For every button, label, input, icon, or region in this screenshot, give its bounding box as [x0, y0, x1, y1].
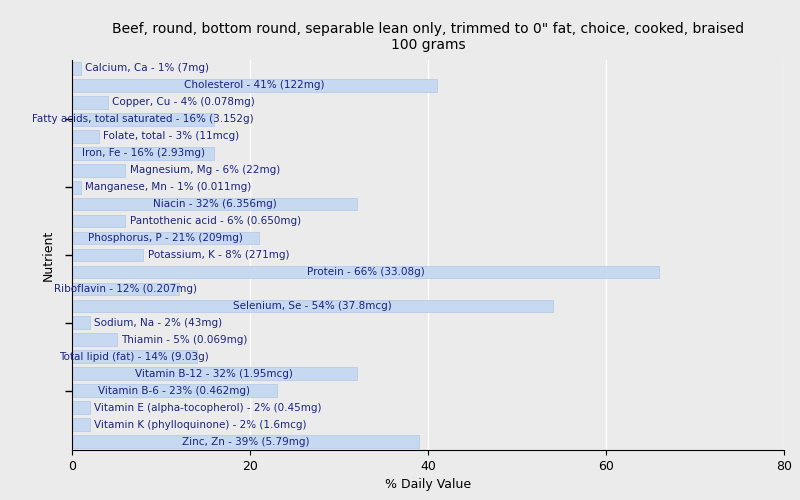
Bar: [72, 300, 553, 312]
Bar: [72, 266, 659, 278]
Text: Sodium, Na - 2% (43mg): Sodium, Na - 2% (43mg): [94, 318, 222, 328]
Y-axis label: Nutrient: Nutrient: [42, 230, 54, 280]
Text: Cholesterol - 41% (122mg): Cholesterol - 41% (122mg): [184, 80, 325, 90]
Text: Vitamin B-6 - 23% (0.462mg): Vitamin B-6 - 23% (0.462mg): [98, 386, 250, 396]
Text: Potassium, K - 8% (271mg): Potassium, K - 8% (271mg): [148, 250, 289, 260]
Text: Zinc, Zn - 39% (5.79mg): Zinc, Zn - 39% (5.79mg): [182, 436, 310, 446]
Text: Magnesium, Mg - 6% (22mg): Magnesium, Mg - 6% (22mg): [130, 165, 280, 175]
Text: Vitamin K (phylloquinone) - 2% (1.6mcg): Vitamin K (phylloquinone) - 2% (1.6mcg): [94, 420, 306, 430]
Bar: [72, 130, 98, 142]
Text: Phosphorus, P - 21% (209mg): Phosphorus, P - 21% (209mg): [88, 233, 243, 243]
Bar: [72, 214, 126, 228]
Bar: [72, 368, 357, 380]
Bar: [72, 164, 126, 176]
Text: Niacin - 32% (6.356mg): Niacin - 32% (6.356mg): [153, 199, 276, 209]
Text: Total lipid (fat) - 14% (9.03g): Total lipid (fat) - 14% (9.03g): [59, 352, 209, 362]
Text: Vitamin B-12 - 32% (1.95mcg): Vitamin B-12 - 32% (1.95mcg): [135, 368, 294, 378]
Bar: [72, 384, 277, 397]
Bar: [72, 96, 107, 109]
Text: Copper, Cu - 4% (0.078mg): Copper, Cu - 4% (0.078mg): [112, 98, 254, 108]
Bar: [72, 198, 357, 210]
Bar: [72, 282, 179, 296]
Text: Riboflavin - 12% (0.207mg): Riboflavin - 12% (0.207mg): [54, 284, 197, 294]
Bar: [72, 62, 81, 75]
Bar: [72, 79, 437, 92]
X-axis label: % Daily Value: % Daily Value: [385, 478, 471, 492]
Title: Beef, round, bottom round, separable lean only, trimmed to 0" fat, choice, cooke: Beef, round, bottom round, separable lea…: [112, 22, 744, 52]
Text: Selenium, Se - 54% (37.8mcg): Selenium, Se - 54% (37.8mcg): [233, 301, 392, 311]
Bar: [72, 418, 90, 431]
Text: Iron, Fe - 16% (2.93mg): Iron, Fe - 16% (2.93mg): [82, 148, 205, 158]
Text: Protein - 66% (33.08g): Protein - 66% (33.08g): [307, 267, 425, 277]
Text: Calcium, Ca - 1% (7mg): Calcium, Ca - 1% (7mg): [86, 64, 210, 74]
Text: Manganese, Mn - 1% (0.011mg): Manganese, Mn - 1% (0.011mg): [86, 182, 251, 192]
Bar: [72, 350, 197, 363]
Bar: [72, 147, 214, 160]
Text: Thiamin - 5% (0.069mg): Thiamin - 5% (0.069mg): [121, 335, 247, 345]
Bar: [72, 248, 143, 262]
Text: Vitamin E (alpha-tocopherol) - 2% (0.45mg): Vitamin E (alpha-tocopherol) - 2% (0.45m…: [94, 402, 322, 412]
Bar: [72, 232, 259, 244]
Bar: [72, 435, 419, 448]
Text: Pantothenic acid - 6% (0.650mg): Pantothenic acid - 6% (0.650mg): [130, 216, 301, 226]
Bar: [72, 401, 90, 414]
Bar: [72, 181, 81, 194]
Bar: [72, 316, 90, 329]
Bar: [72, 334, 117, 346]
Bar: [72, 113, 214, 126]
Text: Fatty acids, total saturated - 16% (3.152g): Fatty acids, total saturated - 16% (3.15…: [32, 114, 254, 124]
Text: Folate, total - 3% (11mcg): Folate, total - 3% (11mcg): [103, 132, 239, 141]
